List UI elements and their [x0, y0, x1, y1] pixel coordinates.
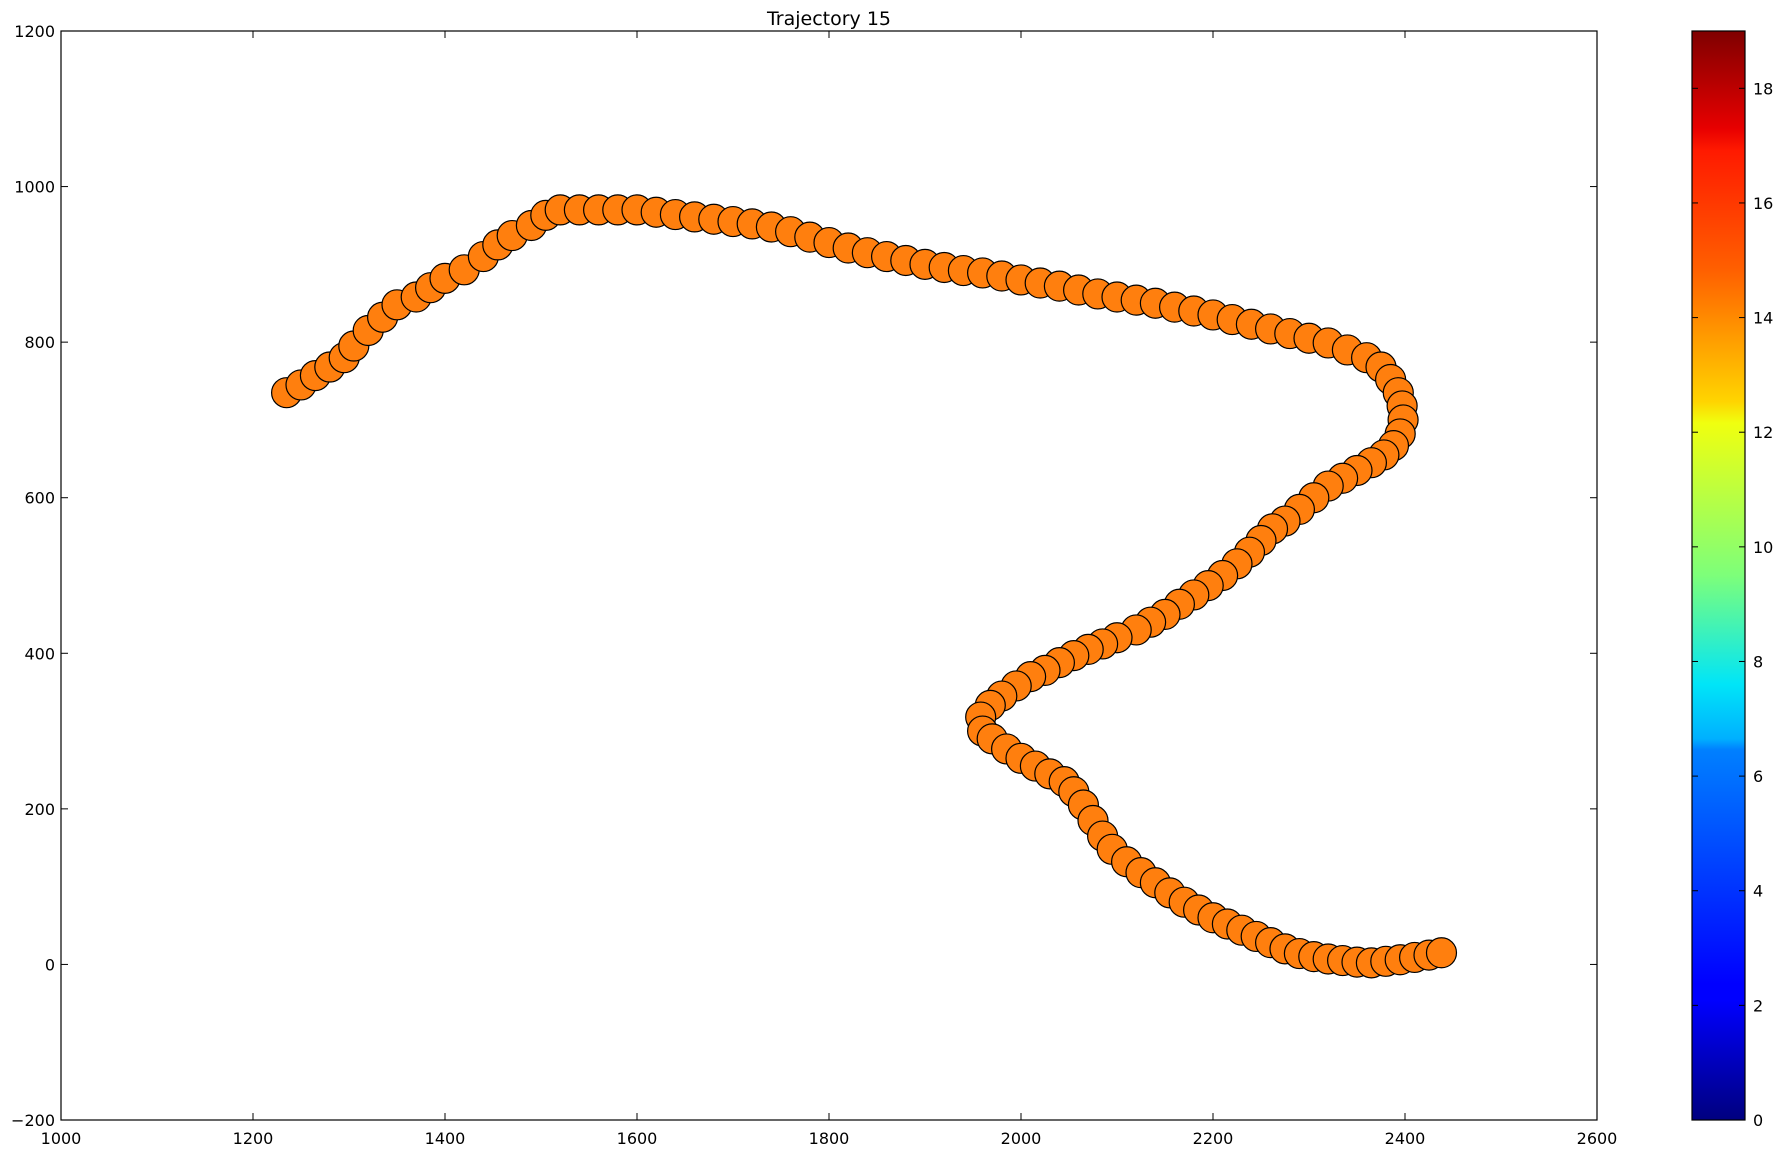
y-tick-label: 400: [24, 644, 55, 663]
scatter-points: [271, 194, 1458, 979]
colorbar-tick-label: 8: [1753, 652, 1763, 671]
colorbar-tick-label: 6: [1753, 767, 1763, 786]
colorbar-tick-label: 12: [1753, 423, 1773, 442]
x-tick-label: 2400: [1385, 1129, 1426, 1148]
colorbar-tick-label: 16: [1753, 194, 1773, 213]
plot-area: [61, 31, 1597, 1120]
x-tick-label: 1400: [425, 1129, 466, 1148]
colorbar: 0 2 4 6 8 10 12 14 16 18: [1691, 30, 1773, 1130]
colorbar-ticks: 0 2 4 6 8 10 12 14 16 18: [1692, 79, 1773, 1130]
chart-title: Trajectory 15: [766, 8, 891, 30]
y-tick-label: 1000: [14, 178, 55, 197]
x-tick-label: 2600: [1577, 1129, 1618, 1148]
colorbar-tick-label: 14: [1753, 309, 1773, 328]
y-tick-label: 0: [45, 955, 55, 974]
colorbar-tick-label: 18: [1753, 79, 1773, 98]
x-tick-label: 1800: [809, 1129, 850, 1148]
colorbar-tick-label: 10: [1753, 538, 1773, 557]
y-axis: −200 0 200 400 600 800 1000 1200: [11, 22, 1597, 1130]
y-tick-label: 600: [24, 489, 55, 508]
x-tick-label: 1000: [41, 1129, 82, 1148]
x-tick-label: 1600: [617, 1129, 658, 1148]
x-tick-label: 2200: [1193, 1129, 1234, 1148]
data-point: [1425, 937, 1458, 969]
colorbar-gradient: [1691, 30, 1746, 1121]
colorbar-tick-label: 2: [1753, 996, 1763, 1015]
colorbar-tick-label: 0: [1753, 1111, 1763, 1130]
x-axis: 1000 1200 1400 1600 1800 2000 2200 2400 2600: [41, 31, 1618, 1148]
colorbar-tick-label: 4: [1753, 882, 1763, 901]
x-tick-label: 2000: [1001, 1129, 1042, 1148]
y-tick-label: 1200: [14, 22, 55, 41]
x-tick-label: 1200: [233, 1129, 274, 1148]
y-tick-label: 200: [24, 800, 55, 819]
y-tick-label: −200: [11, 1111, 55, 1130]
y-tick-label: 800: [24, 333, 55, 352]
